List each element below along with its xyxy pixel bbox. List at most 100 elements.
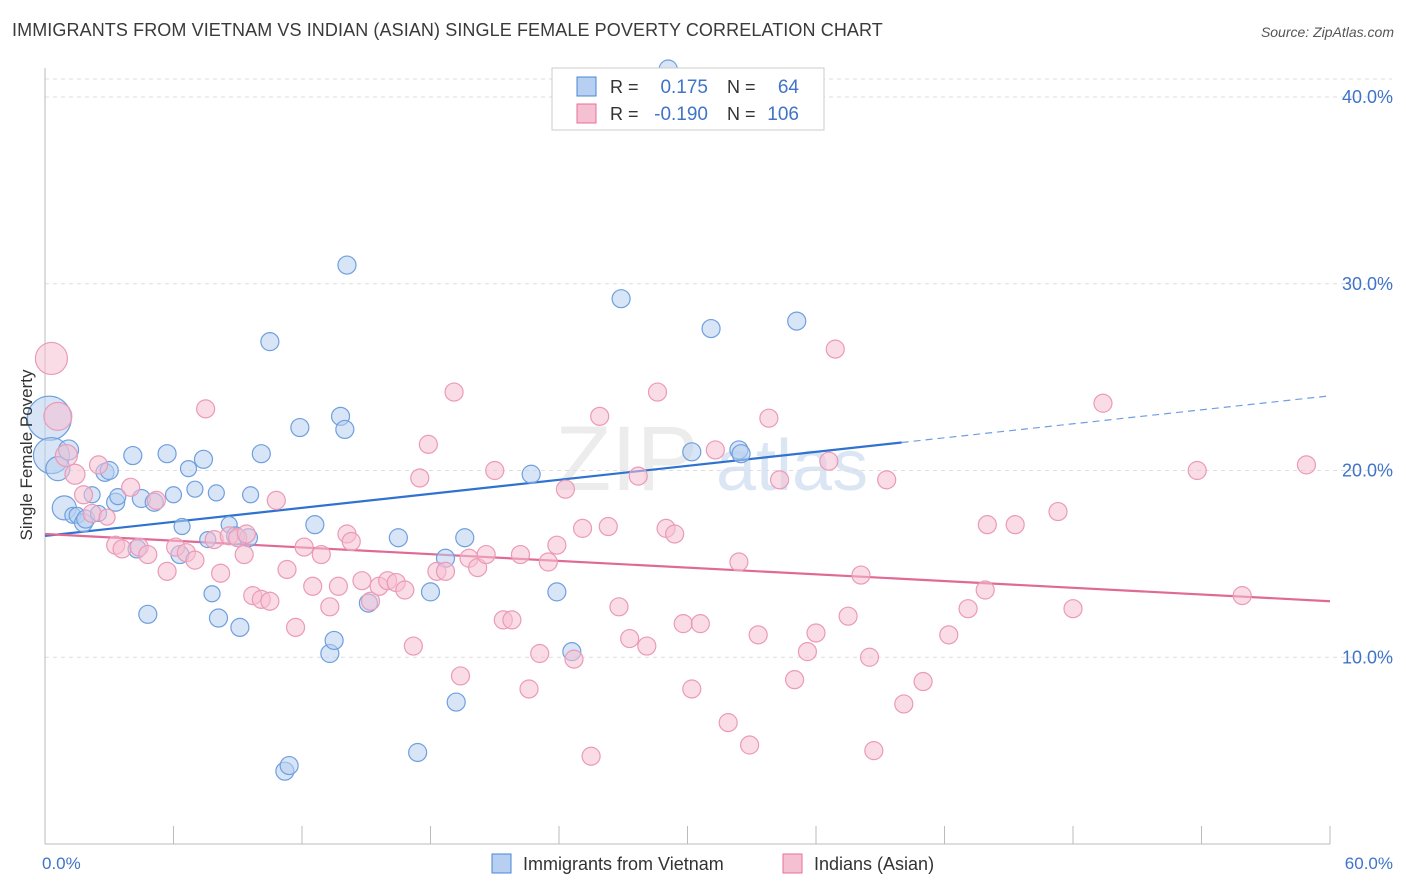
bottom-legend-swatch-vietnam: [491, 853, 512, 874]
point-vietnam: [408, 742, 428, 763]
point-indian: [748, 625, 768, 645]
point-vietnam: [251, 444, 271, 464]
point-indian: [1093, 393, 1113, 413]
point-indian: [185, 550, 205, 570]
point-vietnam: [305, 515, 325, 535]
point-indian: [620, 628, 640, 649]
point-indian: [806, 623, 826, 643]
point-indian: [98, 508, 116, 526]
point-indian: [410, 468, 430, 488]
point-indian: [673, 614, 693, 634]
correlation-legend: R = 0.175 N = 64 R = -0.190 N = 106: [551, 67, 825, 131]
point-indian: [54, 443, 79, 468]
point-indian: [395, 580, 415, 600]
y-tick-label: 20.0%: [1342, 461, 1393, 481]
point-indian: [1187, 460, 1207, 481]
point-indian: [939, 625, 959, 645]
legend-r-label-2: R =: [610, 104, 639, 124]
point-indian: [581, 746, 601, 766]
point-vietnam: [337, 255, 357, 275]
point-indian: [705, 440, 725, 460]
point-indian: [894, 694, 914, 714]
point-indian: [759, 408, 779, 428]
point-indian: [43, 401, 73, 431]
point-indian: [236, 524, 256, 544]
point-indian: [341, 531, 361, 552]
chart-title: IMMIGRANTS FROM VIETNAM VS INDIAN (ASIAN…: [12, 20, 883, 40]
point-indian: [320, 597, 340, 617]
point-indian: [519, 679, 539, 699]
point-indian: [112, 539, 132, 559]
point-indian: [360, 591, 381, 611]
point-indian: [510, 544, 531, 565]
point-indian: [82, 503, 102, 524]
point-vietnam: [611, 289, 631, 309]
x-tick-label-max: 60.0%: [1345, 854, 1393, 873]
point-indian: [450, 666, 471, 686]
point-indian: [864, 741, 884, 761]
series-legend: Immigrants from Vietnam Indians (Asian): [491, 853, 934, 874]
point-vietnam: [193, 449, 214, 469]
point-indian: [303, 576, 323, 596]
point-indian: [435, 561, 456, 581]
point-indian: [547, 535, 567, 555]
point-indian: [859, 647, 880, 667]
point-vietnam: [388, 528, 408, 548]
point-vietnam: [787, 311, 807, 331]
legend-n-value-1: 64: [778, 77, 800, 98]
point-vietnam: [179, 460, 198, 478]
legend-swatch-indian: [576, 103, 597, 124]
point-indian: [838, 606, 858, 626]
point-indian: [1005, 515, 1025, 535]
point-vietnam: [157, 444, 177, 464]
point-vietnam: [230, 617, 250, 637]
point-indian: [352, 571, 372, 591]
point-vietnam: [420, 582, 441, 602]
point-indian: [740, 735, 760, 755]
point-vietnam: [173, 517, 191, 536]
legend-swatch-vietnam: [576, 76, 597, 97]
point-vietnam: [109, 488, 127, 506]
bottom-legend-label-indian: Indians (Asian): [814, 854, 934, 874]
x-tick-label-min: 0.0%: [42, 854, 81, 873]
point-vietnam: [186, 480, 204, 498]
point-indian: [797, 642, 818, 662]
point-vietnam: [547, 582, 567, 602]
point-indian: [769, 470, 790, 490]
point-indian: [690, 614, 710, 634]
point-indian: [682, 679, 702, 699]
point-vietnam: [164, 486, 183, 504]
point-indian: [975, 580, 995, 600]
point-indian: [1048, 501, 1068, 522]
point-indian: [609, 597, 629, 617]
point-indian: [647, 382, 668, 402]
point-indian: [260, 591, 280, 611]
point-vietnam: [335, 419, 355, 440]
point-vietnam: [731, 444, 751, 464]
point-indian: [572, 518, 593, 538]
point-indian: [825, 339, 845, 359]
bottom-legend-swatch-indian: [782, 853, 803, 874]
y-axis-label: Single Female Poverty: [17, 369, 36, 541]
point-indian: [819, 451, 839, 471]
point-indian: [637, 636, 657, 656]
point-indian: [530, 643, 550, 664]
point-indian: [444, 382, 464, 402]
point-indian: [138, 544, 158, 565]
legend-n-label-1: N =: [727, 77, 756, 97]
point-indian: [88, 455, 109, 475]
point-vietnam: [279, 755, 299, 776]
point-indian: [555, 479, 576, 499]
y-tick-label: 10.0%: [1342, 647, 1393, 667]
point-indian: [64, 463, 86, 485]
point-indian: [285, 617, 306, 637]
point-indian: [718, 713, 738, 733]
point-indian: [211, 563, 231, 583]
point-indian: [977, 515, 997, 535]
point-vietnam: [446, 692, 466, 712]
y-tick-label: 40.0%: [1342, 87, 1393, 107]
point-indian: [73, 485, 94, 505]
data-points: [26, 59, 1317, 781]
point-vietnam: [290, 417, 310, 438]
